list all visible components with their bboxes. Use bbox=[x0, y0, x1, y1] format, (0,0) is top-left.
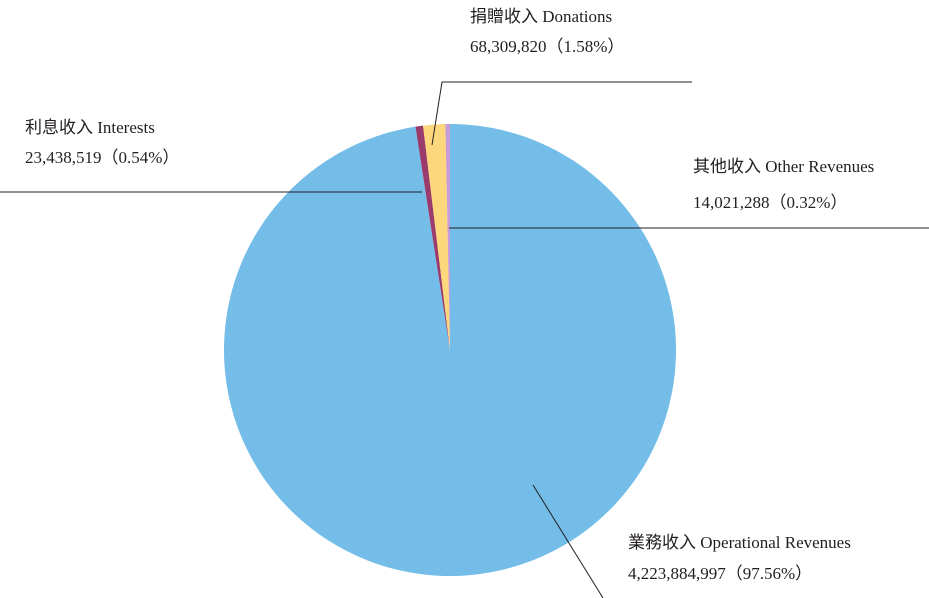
slice-value-label: 23,438,519（0.54%） bbox=[25, 148, 179, 167]
slice-label: 利息收入 Interests bbox=[25, 118, 155, 137]
pie-slice bbox=[423, 124, 450, 350]
slice-amount: 4,223,884,997 bbox=[628, 564, 726, 583]
slice-label: 其他收入 Other Revenues bbox=[693, 157, 874, 176]
leader-line bbox=[532, 484, 604, 598]
slice-value-label: 4,223,884,997（97.56%） bbox=[628, 564, 812, 583]
leader-line bbox=[431, 81, 692, 146]
pie-slice bbox=[224, 124, 676, 577]
slice-percent: （97.56%） bbox=[726, 564, 812, 583]
slice-percent: （1.58%） bbox=[547, 37, 625, 56]
slice-amount: 14,021,288 bbox=[693, 193, 770, 212]
slice-value-label: 14,021,288（0.32%） bbox=[693, 193, 847, 212]
slice-percent: （0.32%） bbox=[770, 193, 848, 212]
slice-amount: 68,309,820 bbox=[470, 37, 547, 56]
slice-label: 捐贈收入 Donations bbox=[470, 7, 612, 26]
pie-slice bbox=[445, 124, 450, 350]
slice-amount: 23,438,519 bbox=[25, 148, 102, 167]
slice-label: 業務收入 Operational Revenues bbox=[628, 533, 851, 552]
slice-percent: （0.54%） bbox=[102, 148, 180, 167]
slice-value-label: 68,309,820（1.58%） bbox=[470, 37, 624, 56]
pie-slice bbox=[415, 125, 450, 350]
